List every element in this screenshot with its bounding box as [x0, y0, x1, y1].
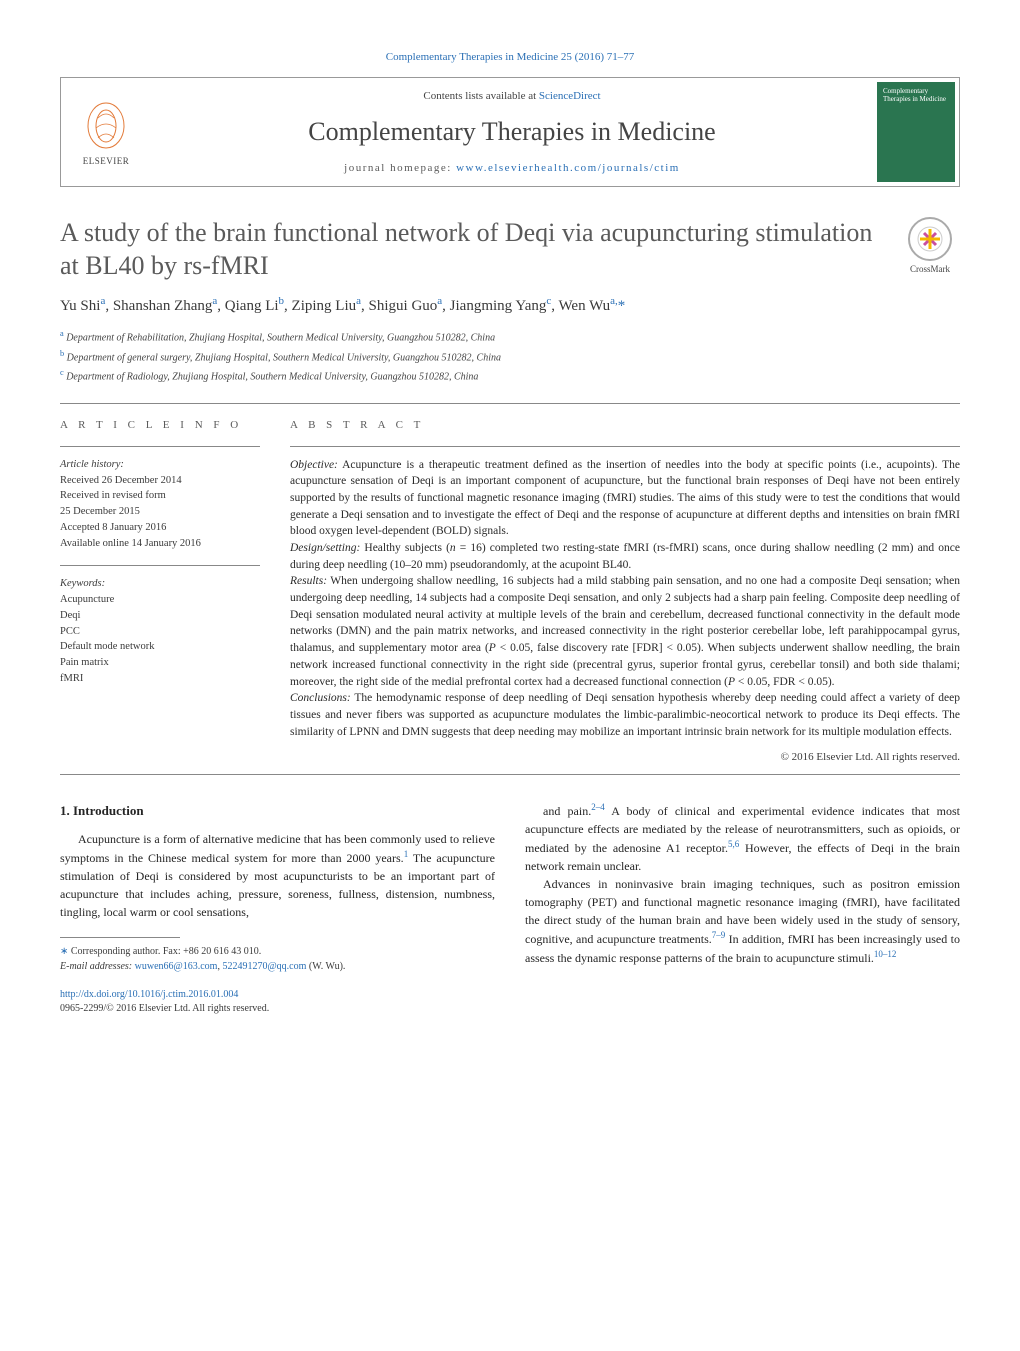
body-paragraph: Acupuncture is a form of alternative med… [60, 830, 495, 921]
citation-ref[interactable]: 5,6 [728, 839, 739, 849]
body-column-right: and pain.2–4 A body of clinical and expe… [525, 801, 960, 975]
crossmark-icon [908, 217, 952, 261]
elsevier-text: ELSEVIER [83, 155, 130, 168]
journal-header: ELSEVIER Contents lists available at Sci… [60, 77, 960, 187]
elsevier-logo[interactable]: ELSEVIER [61, 87, 151, 177]
citation-ref[interactable]: 10–12 [874, 949, 897, 959]
sciencedirect-link[interactable]: ScienceDirect [539, 90, 601, 102]
contents-available: Contents lists available at ScienceDirec… [151, 89, 873, 104]
citation-ref[interactable]: 7–9 [712, 930, 726, 940]
body-column-left: 1. Introduction Acupuncture is a form of… [60, 801, 495, 975]
citation-ref[interactable]: 2–4 [591, 802, 605, 812]
corresponding-author-footnote: ∗ Corresponding author. Fax: +86 20 616 … [60, 944, 495, 974]
footnote-separator [60, 937, 180, 938]
abstract-text: Objective: Acupuncture is a therapeutic … [290, 457, 960, 740]
keywords-block: Keywords: AcupunctureDeqiPCCDefault mode… [60, 576, 260, 686]
divider [60, 403, 960, 404]
email-link[interactable]: 522491270@qq.com [222, 961, 306, 972]
crossmark-label: CrossMark [910, 264, 950, 274]
affiliations: a Department of Rehabilitation, Zhujiang… [60, 327, 960, 385]
abstract-label: a b s t r a c t [290, 418, 960, 433]
email-link[interactable]: wuwen66@163.com [135, 961, 218, 972]
divider [60, 774, 960, 775]
article-history: Article history: Received 26 December 20… [60, 457, 260, 552]
body-paragraph: and pain.2–4 A body of clinical and expe… [525, 801, 960, 875]
article-info-label: a r t i c l e i n f o [60, 418, 260, 433]
doi-link[interactable]: http://dx.doi.org/10.1016/j.ctim.2016.01… [60, 989, 238, 1000]
issn-copyright: 0965-2299/© 2016 Elsevier Ltd. All right… [60, 1003, 269, 1014]
journal-cover-thumbnail[interactable]: Complementary Therapies in Medicine [877, 82, 955, 182]
journal-homepage: journal homepage: www.elsevierhealth.com… [151, 161, 873, 176]
body-paragraph: Advances in noninvasive brain imaging te… [525, 875, 960, 967]
homepage-link[interactable]: www.elsevierhealth.com/journals/ctim [456, 162, 680, 174]
article-title: A study of the brain functional network … [60, 217, 880, 282]
doi-line: http://dx.doi.org/10.1016/j.ctim.2016.01… [60, 988, 960, 1016]
abstract-copyright: © 2016 Elsevier Ltd. All rights reserved… [290, 750, 960, 765]
section-heading: 1. Introduction [60, 801, 495, 821]
journal-name: Complementary Therapies in Medicine [151, 114, 873, 150]
journal-ref: Complementary Therapies in Medicine 25 (… [60, 50, 960, 65]
crossmark-badge[interactable]: CrossMark [900, 217, 960, 276]
authors-list: Yu Shia, Shanshan Zhanga, Qiang Lib, Zip… [60, 294, 960, 317]
